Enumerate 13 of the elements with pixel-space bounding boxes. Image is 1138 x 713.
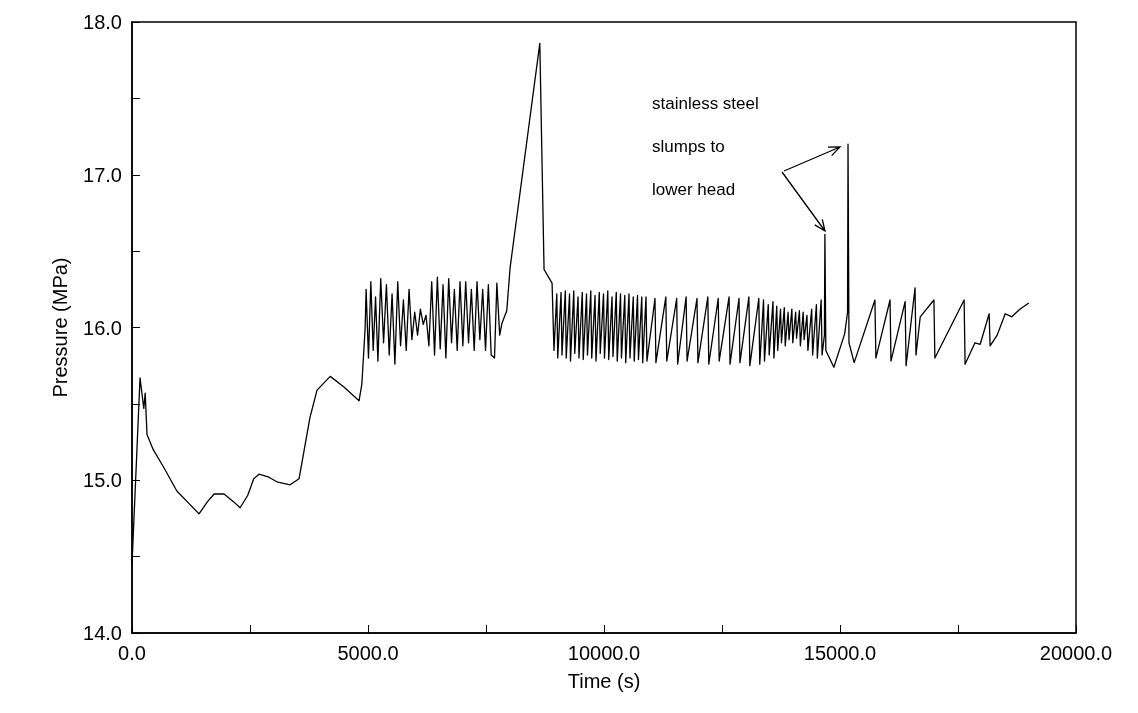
x-tick-label: 20000.0	[1039, 642, 1113, 664]
x-axis-title: Time (s)	[567, 670, 641, 692]
y-tick-label: 15.0	[83, 469, 122, 492]
x-tick-label: 0.0	[118, 642, 146, 664]
y-axis-title: Pressure (MPa)	[49, 257, 71, 398]
y-tick-label: 18.0	[83, 11, 122, 33]
y-tick-label: 14.0	[83, 622, 122, 644]
y-tick-label: 16.0	[83, 316, 122, 339]
x-tick-label: 10000.0	[567, 642, 641, 664]
x-tick-label: 5000.0	[337, 642, 399, 664]
text: stainless steel slumps to lower head	[652, 94, 759, 199]
y-tick-label: 17.0	[83, 163, 122, 186]
x-tick-label: 15000.0	[803, 642, 877, 664]
